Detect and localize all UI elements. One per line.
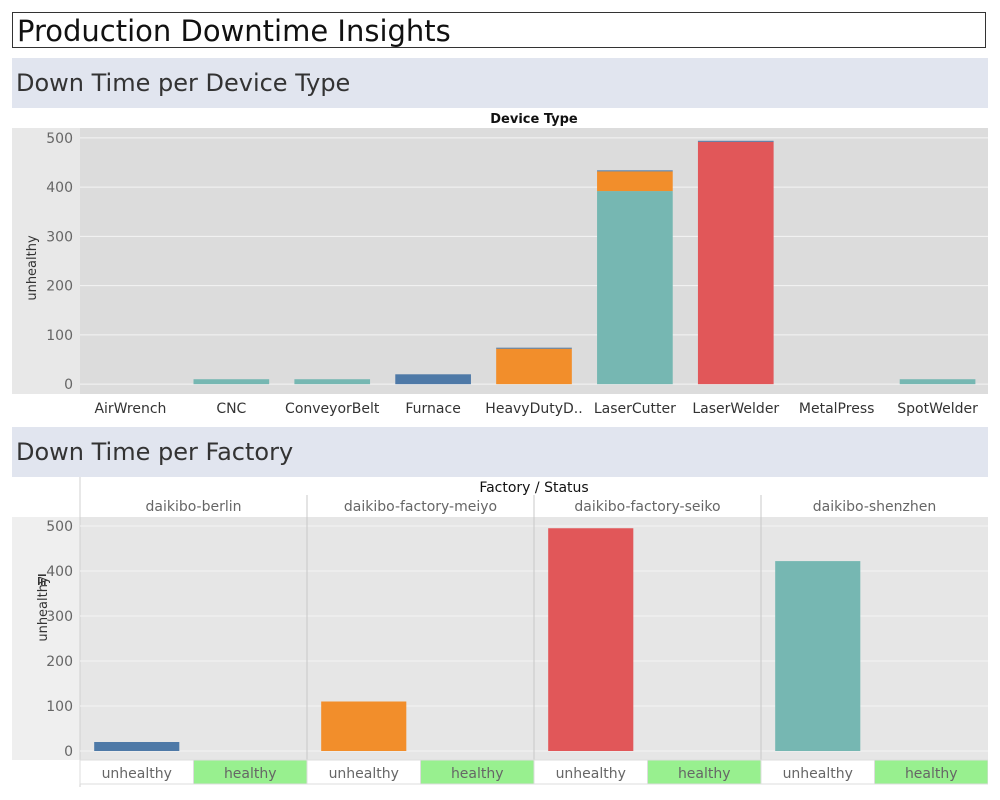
y-tick-label: 0 [64, 744, 73, 760]
x-tick-label[interactable]: AirWrench [94, 401, 166, 417]
section-title-device-type: Down Time per Device Type [12, 58, 988, 108]
status-label[interactable]: healthy [224, 766, 277, 782]
bar-segment[interactable] [294, 379, 371, 385]
bar[interactable] [321, 701, 407, 752]
bar-segment[interactable] [193, 379, 270, 385]
bar-segment[interactable] [697, 141, 774, 385]
x-tick-label[interactable]: LaserCutter [594, 401, 676, 417]
x-tick-label[interactable]: HeavyDutyD.. [485, 401, 582, 417]
bar-segment[interactable] [899, 379, 976, 385]
section-title-factory: Down Time per Factory [12, 427, 988, 477]
status-label[interactable]: healthy [678, 766, 731, 782]
dashboard-title: Production Downtime Insights [12, 12, 986, 48]
status-label[interactable]: healthy [451, 766, 504, 782]
y-axis-label[interactable]: unhealthy [25, 235, 40, 301]
bar-segment[interactable] [597, 171, 673, 192]
bar-segment[interactable] [597, 191, 673, 385]
bar-segment[interactable] [395, 374, 471, 385]
status-cell [647, 759, 762, 785]
bar-segment[interactable] [697, 140, 774, 142]
x-tick-label[interactable]: Furnace [405, 401, 460, 417]
bar[interactable] [548, 528, 634, 751]
x-tick-label[interactable]: LaserWelder [692, 401, 779, 417]
bar[interactable] [94, 742, 180, 751]
y-tick-label: 200 [46, 654, 73, 670]
y-tick-label: 400 [46, 564, 73, 580]
bar-segment[interactable] [496, 348, 572, 385]
bar[interactable] [775, 561, 861, 751]
status-cell [533, 759, 648, 785]
y-axis-panel [12, 128, 80, 394]
status-cell [874, 759, 988, 785]
factory-header[interactable]: daikibo-factory-seiko [574, 499, 720, 515]
y-axis-label[interactable]: unhealthy [36, 576, 51, 642]
x-tick-label[interactable]: MetalPress [799, 401, 875, 417]
y-axis-panel [12, 517, 80, 760]
sort-icon[interactable] [38, 574, 46, 585]
factory-header[interactable]: daikibo-factory-meiyo [344, 499, 497, 515]
status-cell [79, 759, 194, 785]
status-label[interactable]: unhealthy [783, 766, 853, 782]
x-tick-label[interactable]: CNC [216, 401, 246, 417]
y-tick-label: 100 [46, 699, 73, 715]
status-cell [193, 759, 308, 785]
x-tick-label[interactable]: SpotWelder [897, 401, 978, 417]
bar-segment[interactable] [597, 170, 673, 172]
device-type-chart: Device Type unhealthy 0 100 200 300 400 500 Ai… [12, 112, 988, 420]
factory-header[interactable]: daikibo-shenzhen [813, 499, 936, 515]
status-label[interactable]: unhealthy [102, 766, 172, 782]
status-cell [420, 759, 535, 785]
status-label[interactable]: unhealthy [556, 766, 626, 782]
status-label[interactable]: unhealthy [329, 766, 399, 782]
y-tick-label: 500 [46, 519, 73, 535]
column-header-device-type[interactable]: Device Type [490, 112, 578, 127]
y-tick-label: 300 [46, 229, 73, 245]
factory-chart: Factory / Status unhealthy 0 100 200 300 400… [12, 477, 988, 787]
y-tick-label: 400 [46, 180, 73, 196]
y-tick-label: 200 [46, 279, 73, 295]
y-tick-label: 100 [46, 328, 73, 344]
column-header-factory-status[interactable]: Factory / Status [479, 480, 588, 496]
x-tick-label[interactable]: ConveyorBelt [285, 401, 380, 417]
factory-header[interactable]: daikibo-berlin [145, 499, 241, 515]
y-tick-label: 0 [64, 377, 73, 393]
y-tick-label: 500 [46, 131, 73, 147]
bar-segment[interactable] [496, 347, 572, 349]
y-tick-label: 300 [46, 609, 73, 625]
x-axis-panel [80, 394, 988, 420]
status-label[interactable]: healthy [905, 766, 958, 782]
